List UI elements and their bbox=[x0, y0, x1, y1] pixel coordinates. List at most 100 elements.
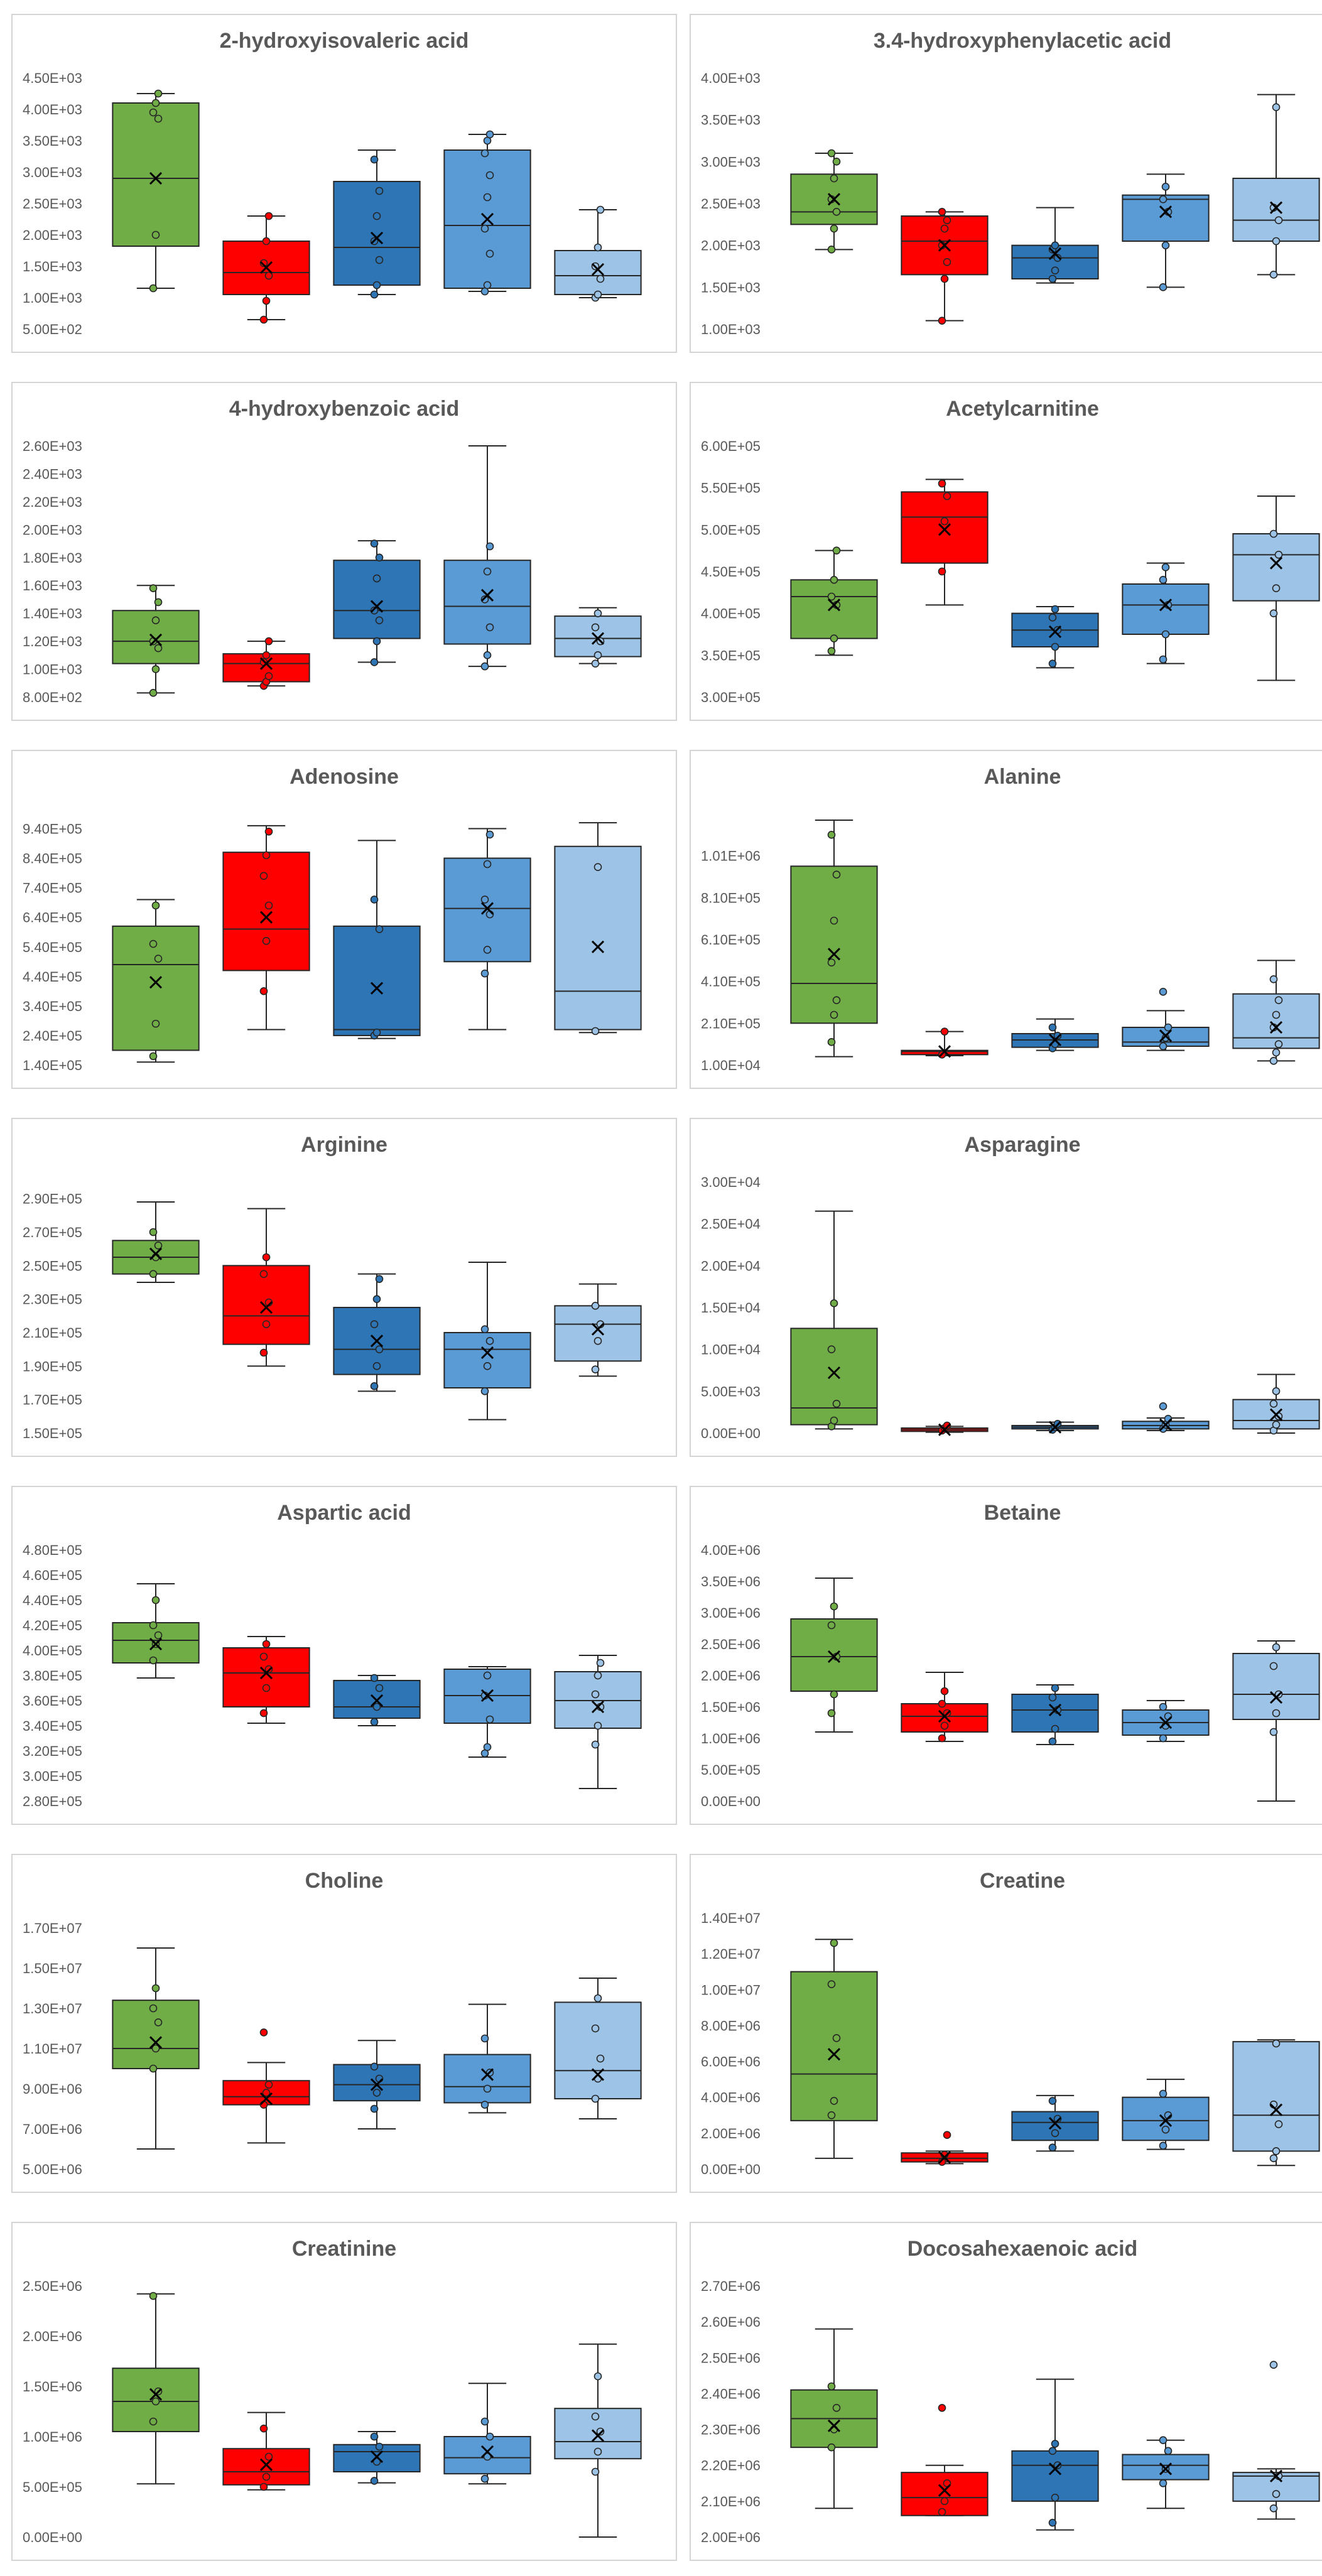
data-point bbox=[1272, 2490, 1281, 2498]
data-point bbox=[485, 1337, 494, 1345]
mean-marker-b bbox=[480, 588, 494, 602]
data-point bbox=[1272, 2039, 1281, 2048]
data-point bbox=[259, 2424, 268, 2433]
data-point bbox=[483, 946, 492, 954]
chart-panel: 3.4-hydroxyphenylacetic acid 1.00E+03 1.50… bbox=[690, 14, 1322, 353]
y-tick-label: 6.10E+05 bbox=[701, 932, 761, 948]
mean-marker-b bbox=[938, 1045, 951, 1058]
box-group bbox=[333, 1674, 421, 1726]
y-tick-label: 1.00E+03 bbox=[23, 290, 82, 306]
data-point bbox=[149, 2417, 158, 2426]
data-point bbox=[262, 1640, 271, 1648]
chart-title: Choline bbox=[305, 1869, 384, 1893]
box-group bbox=[112, 899, 200, 1063]
y-tick-label: 2.50E+06 bbox=[23, 2278, 82, 2294]
data-point bbox=[151, 1019, 160, 1028]
y-tick-label: 3.00E+06 bbox=[701, 1605, 761, 1621]
data-point bbox=[1159, 2089, 1168, 2098]
data-point bbox=[1272, 1643, 1281, 1652]
data-point bbox=[262, 2472, 271, 2481]
data-point bbox=[149, 689, 158, 697]
data-point bbox=[1159, 1702, 1168, 1711]
data-point bbox=[259, 259, 268, 268]
data-point bbox=[370, 2104, 379, 2113]
y-tick-label: 1.00E+04 bbox=[701, 1058, 761, 1073]
mean-marker-b bbox=[938, 2151, 951, 2164]
data-point bbox=[943, 258, 951, 266]
data-point bbox=[1274, 996, 1283, 1004]
y-tick-label: 2.50E+05 bbox=[23, 1258, 82, 1274]
mean-marker-b bbox=[1159, 2114, 1173, 2127]
mean-marker-b bbox=[591, 2429, 605, 2442]
box-group bbox=[443, 2383, 531, 2485]
data-point bbox=[830, 634, 838, 642]
data-point bbox=[149, 108, 158, 117]
box-group bbox=[1232, 495, 1320, 681]
mean-marker-b bbox=[370, 600, 384, 613]
data-point bbox=[262, 1684, 271, 1692]
data-point bbox=[830, 1939, 838, 1947]
data-point bbox=[262, 237, 271, 246]
data-point bbox=[485, 542, 494, 551]
box-group bbox=[333, 2040, 421, 2130]
box-group bbox=[1011, 605, 1099, 669]
data-point bbox=[591, 2412, 600, 2421]
box-group bbox=[222, 1636, 310, 1724]
box-group bbox=[1122, 988, 1210, 1051]
data-point bbox=[827, 2443, 836, 2452]
data-point bbox=[1051, 2440, 1059, 2448]
box-group bbox=[1232, 2361, 1320, 2520]
data-point bbox=[151, 99, 160, 107]
data-point bbox=[375, 256, 384, 264]
data-point bbox=[154, 955, 163, 963]
y-tick-label: 5.50E+05 bbox=[701, 480, 761, 496]
y-tick-label: 1.00E+04 bbox=[701, 1342, 761, 1358]
data-point bbox=[830, 1010, 838, 1019]
y-tick-label: 5.00E+06 bbox=[23, 2162, 82, 2177]
data-point bbox=[483, 2452, 492, 2461]
chart-svg: Arginine 1.50E+05 1.70E+05 1.90E+05 2.10E+05… bbox=[23, 1133, 642, 1441]
data-point bbox=[596, 2054, 605, 2063]
data-point bbox=[480, 896, 489, 904]
data-point bbox=[1269, 2504, 1278, 2513]
data-point bbox=[827, 1980, 836, 1989]
y-tick-label: 2.10E+05 bbox=[701, 1015, 761, 1031]
chart-svg: 4-hydroxybenzoic acid 8.00E+02 1.00E+03 1.2… bbox=[23, 397, 642, 705]
data-point bbox=[149, 1621, 158, 1630]
data-point bbox=[154, 2018, 163, 2027]
data-point bbox=[1159, 2436, 1168, 2445]
y-tick-label: 5.00E+03 bbox=[701, 1383, 761, 1399]
data-point bbox=[485, 2432, 494, 2441]
data-point bbox=[940, 1027, 949, 1036]
data-point bbox=[591, 1365, 600, 1373]
data-point bbox=[832, 546, 841, 555]
box-iqr bbox=[443, 857, 531, 963]
data-point bbox=[375, 187, 384, 195]
box-iqr bbox=[554, 250, 642, 295]
data-point bbox=[593, 1721, 602, 1730]
y-tick-label: 4.00E+06 bbox=[701, 1542, 761, 1558]
mean-marker-b bbox=[1048, 1703, 1062, 1717]
box-group bbox=[112, 89, 200, 293]
box-group bbox=[790, 1939, 878, 2159]
y-tick-label: 7.00E+06 bbox=[23, 2121, 82, 2137]
data-point bbox=[264, 827, 273, 836]
data-point bbox=[372, 1028, 381, 1037]
box-group bbox=[1232, 1640, 1320, 1802]
y-tick-label: 3.40E+05 bbox=[23, 998, 82, 1014]
mean-marker-b bbox=[1269, 1691, 1283, 1704]
data-point bbox=[1272, 1048, 1281, 1057]
y-tick-label: 5.40E+05 bbox=[23, 939, 82, 955]
box-group bbox=[222, 1208, 310, 1367]
mean-marker-b bbox=[1269, 1020, 1283, 1034]
data-point bbox=[832, 2403, 841, 2412]
data-point bbox=[827, 1345, 836, 1353]
mean-marker-b bbox=[480, 2068, 494, 2081]
data-point bbox=[1161, 630, 1170, 639]
data-point bbox=[151, 230, 160, 239]
box-iqr bbox=[333, 925, 421, 1036]
data-point bbox=[1274, 2120, 1283, 2128]
data-point bbox=[485, 830, 494, 839]
box-group bbox=[112, 584, 200, 697]
y-tick-label: 2.00E+03 bbox=[23, 227, 82, 243]
